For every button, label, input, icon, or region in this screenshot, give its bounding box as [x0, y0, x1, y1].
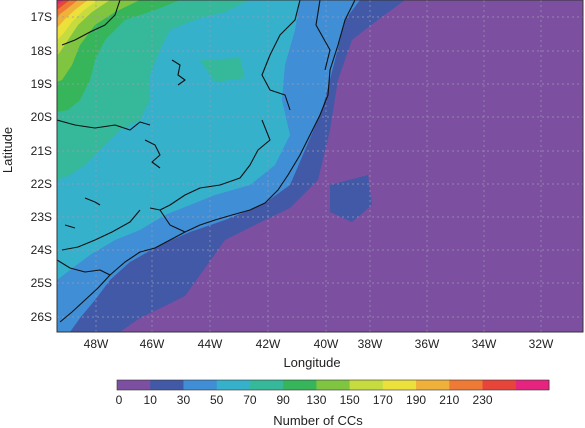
contour-level-10-30-patch	[330, 175, 372, 222]
state-border-3	[61, 0, 121, 46]
colorbar-tick-label: 150	[340, 393, 360, 407]
x-tick-38w: 38W	[358, 337, 383, 351]
lakes-2	[144, 139, 161, 169]
state-border-5	[149, 119, 271, 211]
x-axis-title: Longitude	[283, 355, 340, 370]
y-tick-25s: 25S	[31, 276, 52, 290]
y-tick-21s: 21S	[31, 144, 52, 158]
y-axis-ticks: 17S 18S 19S 20S 21S 22S 23S 24S 25S 26S	[31, 10, 52, 324]
x-tick-48w: 48W	[84, 337, 109, 351]
colorbar-title: Number of CCs	[273, 413, 363, 428]
colorbar-frame	[116, 379, 550, 391]
lakes-1	[171, 59, 186, 86]
coastline-and-borders	[57, 0, 356, 323]
colorbar-swatch	[283, 380, 317, 390]
contour-level-max	[57, 0, 64, 5]
state-border-2	[261, 0, 301, 111]
x-axis-ticks: 48W 46W 44W 42W 40W 38W 36W 34W 32W	[84, 337, 554, 351]
contour-level-70-90	[57, 0, 250, 180]
y-tick-18s: 18S	[31, 44, 52, 58]
colorbar-swatch	[449, 380, 484, 390]
y-tick-23s: 23S	[31, 210, 52, 224]
y-tick-24s: 24S	[31, 243, 52, 257]
colorbar-swatch	[216, 380, 251, 390]
colorbar-swatch	[382, 380, 417, 390]
colorbar-tick-label: 50	[210, 393, 224, 407]
x-tick-42w: 42W	[256, 337, 281, 351]
map-plot-area	[57, 0, 583, 332]
colorbar-swatch	[515, 380, 550, 390]
lakes-3	[84, 197, 101, 206]
contour-level-70-90-patch	[200, 58, 245, 82]
x-tick-44w: 44W	[198, 337, 223, 351]
colorbar-tick-label: 30	[177, 393, 191, 407]
colorbar-tick-label: 210	[439, 393, 459, 407]
state-border-6	[61, 209, 141, 251]
x-tick-40w: 40W	[314, 337, 339, 351]
colorbar-tick-label: 230	[473, 393, 493, 407]
y-tick-20s: 20S	[31, 110, 52, 124]
colorbar-swatch	[316, 380, 351, 390]
y-tick-19s: 19S	[31, 77, 52, 91]
colorbar-tick-label: 0	[116, 393, 123, 407]
colorbar-labels: 0 10 30 50 70 90 130 150 170 190 210 230	[116, 393, 493, 407]
x-tick-46w: 46W	[140, 337, 165, 351]
colorbar-tick-label: 10	[144, 393, 158, 407]
state-border-7	[159, 209, 186, 233]
colorbar-tick-label: 130	[306, 393, 326, 407]
grid-lines	[57, 0, 583, 332]
colorbar-swatch	[416, 380, 450, 390]
colorbar-swatch	[117, 380, 151, 390]
y-tick-17s: 17S	[31, 10, 52, 24]
state-border-8	[57, 259, 111, 276]
colorbar	[116, 379, 550, 391]
x-tick-36w: 36W	[415, 337, 440, 351]
colorbar-swatch	[183, 380, 218, 390]
y-axis-title: Latitude	[0, 127, 15, 173]
state-border-4	[57, 119, 151, 131]
colorbar-tick-label: 190	[406, 393, 426, 407]
colorbar-tick-label: 170	[373, 393, 393, 407]
colorbar-tick-label: 90	[276, 393, 290, 407]
colorbar-swatch	[150, 380, 184, 390]
colorbar-swatch	[482, 380, 517, 390]
x-tick-34w: 34W	[472, 337, 497, 351]
colorbar-swatch	[349, 380, 384, 390]
x-tick-32w: 32W	[529, 337, 554, 351]
lakes-4	[64, 224, 76, 229]
state-border-1	[315, 0, 331, 71]
colorbar-swatch	[249, 380, 284, 390]
colorbar-tick-label: 70	[243, 393, 257, 407]
y-tick-22s: 22S	[31, 177, 52, 191]
y-tick-26s: 26S	[31, 310, 52, 324]
plot-frame	[56, 0, 584, 333]
